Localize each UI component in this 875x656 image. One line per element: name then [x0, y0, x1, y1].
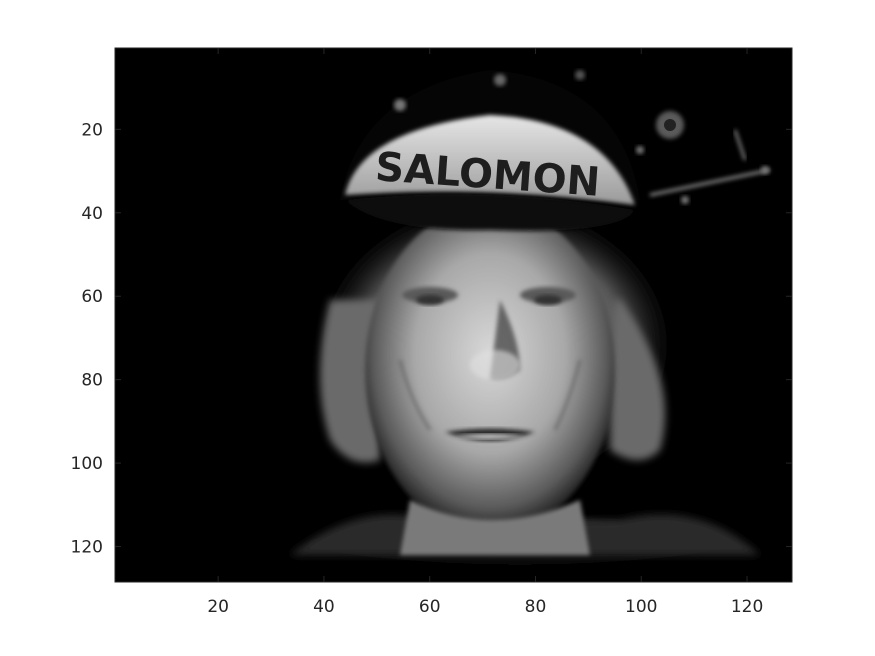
grayscale-image: SALOMON — [115, 48, 792, 582]
x-tick-label: 40 — [313, 597, 335, 617]
x-tick-label: 20 — [207, 597, 229, 617]
x-tick-label: 120 — [731, 597, 763, 617]
x-tick-label: 100 — [625, 597, 657, 617]
y-tick-label: 80 — [81, 371, 103, 391]
y-tick-label: 20 — [81, 120, 103, 140]
axes-box — [114, 47, 793, 583]
x-tick-label: 80 — [525, 597, 547, 617]
x-tick-label: 60 — [419, 597, 441, 617]
y-tick-label: 120 — [71, 538, 103, 558]
y-tick-label: 60 — [81, 287, 103, 307]
y-tick-label: 100 — [71, 454, 103, 474]
y-tick-label: 40 — [81, 204, 103, 224]
x-axis: 20 40 60 80 100 120 — [207, 48, 763, 617]
y-axis: 20 40 60 80 100 120 — [71, 120, 792, 558]
